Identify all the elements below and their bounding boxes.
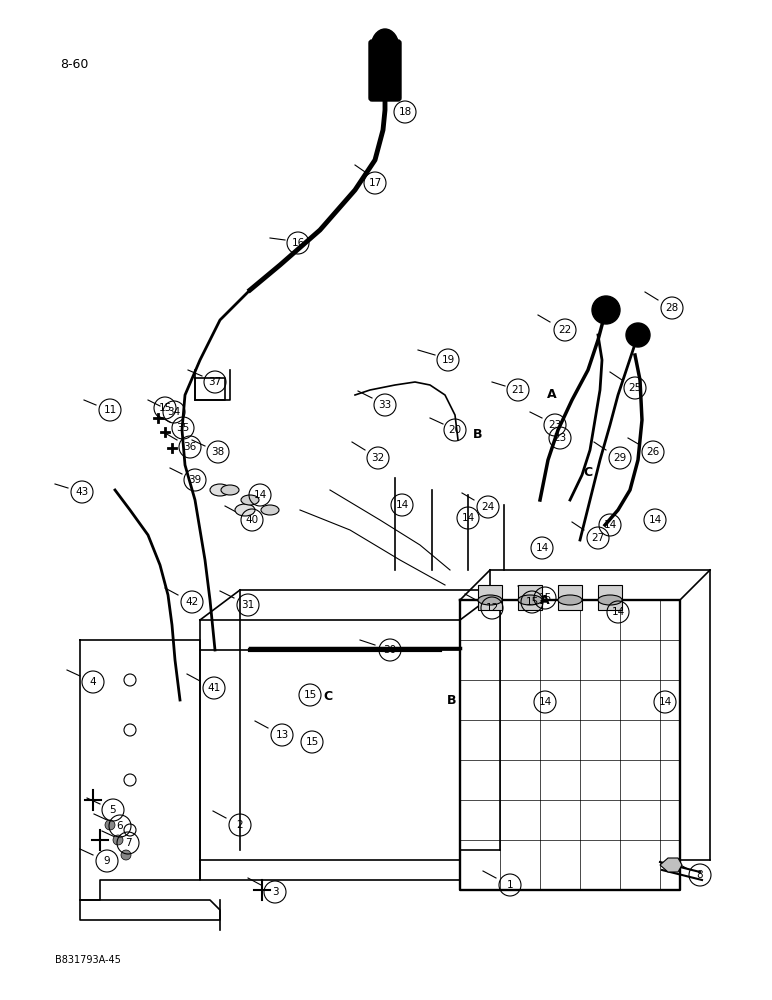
Text: 38: 38 — [212, 447, 225, 457]
Text: C: C — [323, 690, 333, 704]
FancyBboxPatch shape — [369, 40, 401, 101]
Text: 13: 13 — [276, 730, 289, 740]
Bar — [558, 585, 582, 610]
Text: 14: 14 — [462, 513, 475, 523]
Text: 15: 15 — [306, 737, 319, 747]
Text: 9: 9 — [103, 856, 110, 866]
Bar — [518, 585, 542, 610]
Ellipse shape — [221, 485, 239, 495]
Text: 21: 21 — [511, 385, 525, 395]
Text: 39: 39 — [188, 475, 201, 485]
Ellipse shape — [235, 504, 255, 516]
Text: 36: 36 — [184, 442, 197, 452]
Text: 30: 30 — [384, 645, 397, 655]
Ellipse shape — [241, 495, 259, 505]
Bar — [598, 585, 622, 610]
Text: 12: 12 — [486, 603, 499, 613]
Text: 43: 43 — [76, 487, 89, 497]
Text: 15: 15 — [158, 403, 171, 413]
Circle shape — [113, 835, 123, 845]
Ellipse shape — [598, 595, 622, 605]
Ellipse shape — [518, 595, 542, 605]
Text: 14: 14 — [538, 697, 552, 707]
Text: 5: 5 — [110, 805, 117, 815]
Text: 14: 14 — [253, 490, 266, 500]
Text: 42: 42 — [185, 597, 198, 607]
Text: C: C — [584, 466, 593, 479]
Text: 14: 14 — [535, 543, 549, 553]
Text: 18: 18 — [398, 107, 411, 117]
Text: 34: 34 — [168, 407, 181, 417]
Ellipse shape — [478, 595, 502, 605]
Text: 32: 32 — [371, 453, 384, 463]
Ellipse shape — [261, 505, 279, 515]
Polygon shape — [660, 858, 682, 872]
Text: 14: 14 — [648, 515, 662, 525]
Text: 11: 11 — [103, 405, 117, 415]
Bar — [478, 585, 502, 610]
Text: 16: 16 — [291, 238, 305, 248]
Text: 1: 1 — [506, 880, 513, 890]
Text: 2: 2 — [237, 820, 243, 830]
Ellipse shape — [371, 29, 399, 67]
Ellipse shape — [558, 595, 582, 605]
Text: A: A — [540, 593, 550, 606]
Text: 6: 6 — [117, 821, 124, 831]
Text: 8-60: 8-60 — [60, 58, 88, 72]
Text: 29: 29 — [614, 453, 627, 463]
Circle shape — [592, 296, 620, 324]
Text: 15: 15 — [526, 597, 539, 607]
Text: 14: 14 — [604, 520, 617, 530]
Text: 8: 8 — [696, 870, 703, 880]
Text: B: B — [473, 428, 482, 442]
Text: 15: 15 — [303, 690, 317, 700]
Text: 31: 31 — [242, 600, 255, 610]
Text: A: A — [547, 388, 557, 401]
Text: 19: 19 — [442, 355, 455, 365]
Text: 3: 3 — [272, 887, 279, 897]
Text: 7: 7 — [125, 838, 131, 848]
Text: 23: 23 — [554, 433, 567, 443]
Text: 28: 28 — [665, 303, 679, 313]
Text: 14: 14 — [659, 697, 672, 707]
Text: 15: 15 — [538, 593, 552, 603]
Text: 14: 14 — [611, 607, 625, 617]
Text: 23: 23 — [548, 420, 561, 430]
Text: 35: 35 — [176, 423, 190, 433]
Text: 37: 37 — [208, 377, 222, 387]
Text: 4: 4 — [90, 677, 96, 687]
Text: 25: 25 — [628, 383, 642, 393]
Ellipse shape — [210, 484, 230, 496]
Text: 17: 17 — [368, 178, 381, 188]
Circle shape — [121, 850, 131, 860]
Text: 20: 20 — [449, 425, 462, 435]
Text: 26: 26 — [646, 447, 659, 457]
Circle shape — [626, 323, 650, 347]
Text: 33: 33 — [378, 400, 391, 410]
Text: 14: 14 — [395, 500, 408, 510]
Text: 22: 22 — [558, 325, 571, 335]
Text: B: B — [447, 694, 457, 706]
Text: 41: 41 — [208, 683, 221, 693]
Text: 40: 40 — [245, 515, 259, 525]
Text: 27: 27 — [591, 533, 604, 543]
Circle shape — [105, 820, 115, 830]
Text: B831793A-45: B831793A-45 — [55, 955, 121, 965]
Text: 24: 24 — [482, 502, 495, 512]
